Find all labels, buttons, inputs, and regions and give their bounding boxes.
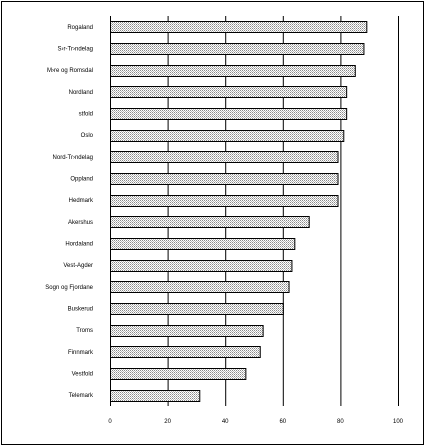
bar bbox=[110, 216, 310, 228]
gridlines bbox=[167, 16, 399, 406]
category-labels: Rogaland S›r-Tr›ndelag M›re og Romsdal Nord… bbox=[45, 25, 94, 399]
bar bbox=[110, 65, 356, 77]
category-label: stfold bbox=[79, 112, 93, 118]
bar bbox=[110, 151, 339, 163]
bar bbox=[110, 173, 339, 185]
x-tick-label: 80 bbox=[337, 419, 344, 425]
category-label: Buskerud bbox=[68, 307, 93, 313]
x-tick-label: 60 bbox=[279, 419, 286, 425]
x-tick-labels: 0 20 40 60 80 100 bbox=[108, 419, 403, 425]
category-label: Akershus bbox=[68, 220, 93, 226]
category-label: M›re og Romsdal bbox=[47, 68, 93, 74]
bar bbox=[110, 368, 247, 380]
category-label: Hedmark bbox=[69, 198, 94, 204]
category-label: Telemark bbox=[69, 393, 94, 399]
bar bbox=[110, 260, 293, 272]
bars bbox=[110, 21, 368, 402]
category-label: Finnmark bbox=[68, 350, 94, 356]
category-label: Sogn og Fjordane bbox=[45, 285, 93, 291]
x-tick-label: 20 bbox=[164, 419, 171, 425]
bar bbox=[110, 21, 368, 33]
bar bbox=[110, 346, 261, 358]
category-label: Oppland bbox=[70, 177, 93, 183]
category-label: Vest-Agder bbox=[63, 263, 93, 269]
bar bbox=[110, 238, 296, 250]
x-tick-label: 100 bbox=[393, 419, 404, 425]
bar bbox=[110, 195, 339, 207]
bar bbox=[110, 86, 348, 98]
x-tick-label: 40 bbox=[222, 419, 229, 425]
category-label: Nordland bbox=[69, 90, 93, 96]
category-label: Nord-Tr›ndelag bbox=[53, 155, 93, 161]
bar bbox=[110, 108, 348, 120]
category-label: Rogaland bbox=[67, 25, 93, 31]
bar bbox=[110, 325, 264, 337]
bar bbox=[110, 130, 345, 142]
category-label: Oslo bbox=[81, 133, 94, 139]
category-label: Hordaland bbox=[65, 242, 93, 248]
bar bbox=[110, 43, 365, 55]
category-label: Vestfold bbox=[72, 372, 93, 378]
category-label: S›r-Tr›ndelag bbox=[58, 47, 93, 53]
category-label: Troms bbox=[76, 328, 93, 334]
bar bbox=[110, 303, 284, 315]
x-tick-label: 0 bbox=[108, 419, 112, 425]
bar bbox=[110, 281, 290, 293]
bar bbox=[110, 390, 201, 402]
